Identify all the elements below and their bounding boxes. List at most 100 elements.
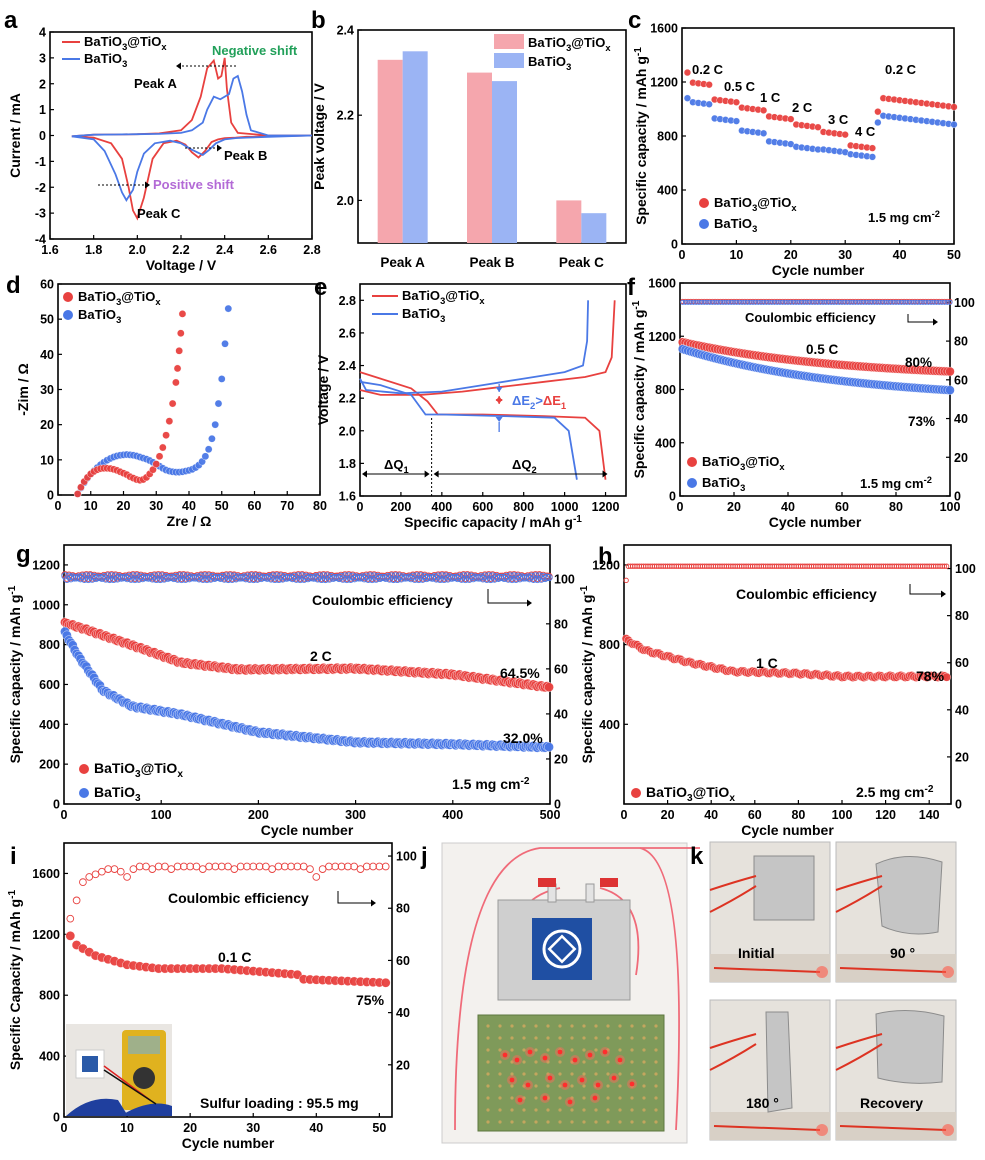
board-hole [630,1024,634,1028]
ce-point [66,914,75,923]
ce-point [904,299,910,305]
ce-point [739,299,745,305]
legend-swatch [494,34,524,49]
panel-label-h: h [598,543,613,570]
board-hole [654,1024,658,1028]
led [514,1057,520,1063]
board-hole [630,1072,634,1076]
rate-label: 0.5 C [806,342,839,357]
ce-point [211,862,220,871]
ce-point [790,299,796,305]
ce-point [688,299,694,305]
y2-tick-label: 80 [554,617,568,631]
ce-point [343,575,351,584]
label-part: Voltage / V [146,257,217,273]
retention-label: 73% [908,414,935,429]
board-hole [606,1084,610,1088]
board-hole [510,1060,514,1064]
ce-point [871,299,877,305]
ce-point [100,573,108,581]
ce-point [230,865,239,873]
x-tick-label: 2.0 [129,243,146,257]
led [611,1075,617,1081]
board-hole [582,1096,586,1100]
ce-point [909,299,915,305]
y-tick-label: 40 [40,348,54,362]
label-part: @TiO [693,784,730,800]
y2-tick-label: 40 [954,412,968,426]
ce-point [508,575,516,584]
ce-point [271,575,279,584]
board-hole [522,1060,526,1064]
x-tick-label: 60 [835,500,849,514]
board-hole [618,1048,622,1052]
data-point [683,68,692,77]
panel-label-j: j [420,843,428,870]
chart-cycling-2c: 0 100 200 300 400 500020040060080010001200Cyc… [7,544,575,838]
ce-point [525,575,534,583]
y-axis-label: Voltage / V [315,354,331,425]
board-hole [654,1120,658,1124]
ce-point [85,873,94,881]
charge-curve [359,300,616,396]
ce-point [287,862,295,871]
annotation-negative-shift: Negative shift [212,43,298,58]
wire [454,847,700,1131]
board-hole [582,1108,586,1112]
ce-point [720,299,726,305]
chart-gcd: 0 200 400 600 800 1000 1200 1.6 1.8 2.0 2.2 2.4 2.6 2… [315,283,627,530]
x-axis-label: Cycle number [772,262,865,278]
y-tick-label: 1000 [32,598,60,612]
ce-point [350,575,359,583]
arrow-head [371,899,376,907]
x-tick-label: 2.8 [303,243,320,257]
ce-point [312,573,320,581]
x-tick-label: 0 [357,500,364,514]
led [579,1077,585,1083]
ce-point [306,865,314,873]
label-part: Peak voltage / V [311,83,327,190]
board-hole [654,1084,658,1088]
y-tick-label: 2.4 [339,359,356,373]
y-tick-label: 400 [39,718,60,732]
ce-point [502,572,510,581]
board-hole [594,1108,598,1112]
ce-point [780,299,786,305]
ce-point [839,299,845,305]
annotation-peak-c: Peak C [137,206,181,221]
board-hole [570,1060,574,1064]
board-hole [486,1060,490,1064]
bar [402,51,428,243]
ce-point [61,572,69,580]
data-point [874,118,882,127]
board-hole [486,1036,490,1040]
led [592,1095,598,1101]
ce-point [243,862,251,871]
board-hole [642,1024,646,1028]
x-tick-label: 40 [182,499,196,513]
ce-point [785,299,791,305]
cell-tab [585,883,595,903]
label-part: 3 [440,314,445,324]
label-part: x [479,296,485,306]
data-point [945,385,955,395]
retention-label: 75% [356,992,385,1008]
ce-point [879,299,886,305]
legend-entry: BaTiO3@TiOx [646,784,735,804]
ce-point [318,865,327,873]
led-glow [942,966,954,978]
y-tick-label: 1600 [650,22,678,36]
board-hole [654,1036,658,1040]
label-part: 2 [530,401,535,412]
clip [538,878,556,887]
panel-label-a: a [4,7,18,34]
legend-marker [699,219,709,229]
loading-label: 1.5 mg cm-2 [868,209,940,225]
board-hole [582,1024,586,1028]
ce-point [483,575,491,584]
ce-point [391,572,400,580]
x-tick-label: 2.4 [216,243,233,257]
board-hole [498,1120,502,1124]
label-part: @TiO [141,760,178,776]
data-point [201,452,210,461]
